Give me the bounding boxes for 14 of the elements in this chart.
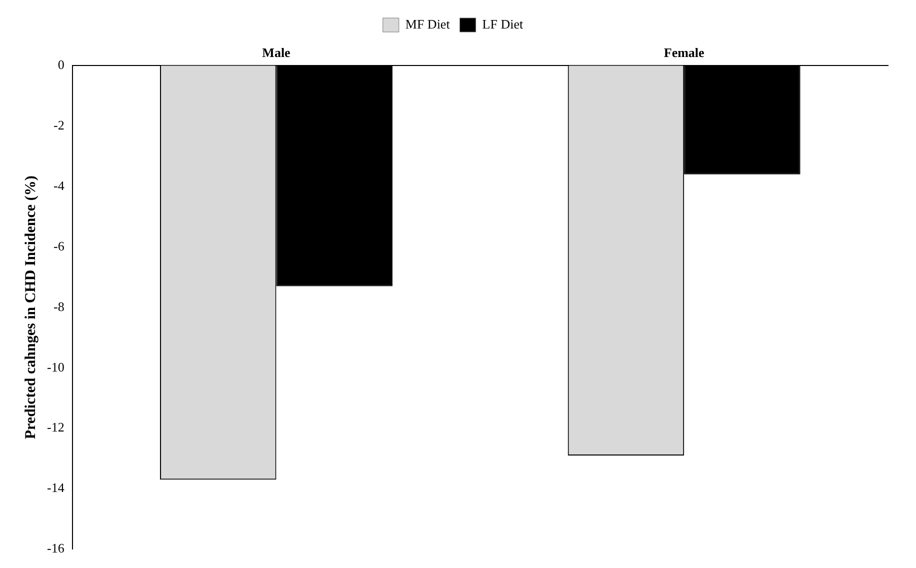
y-tick-label: -8 (53, 298, 64, 314)
y-axis-title: Predicted cahnges in CHD Incidence (%) (22, 176, 39, 440)
y-tick-label: -16 (46, 540, 65, 556)
y-tick-label: -6 (53, 238, 65, 254)
y-tick-label: -4 (53, 178, 65, 193)
legend-label: MF Diet (405, 16, 450, 32)
y-tick-label: -14 (46, 480, 65, 496)
y-tick-label: -2 (53, 117, 64, 132)
x-tick-label: Male (262, 45, 291, 60)
y-tick-label: 0 (58, 57, 64, 72)
y-tick-label: -10 (46, 359, 64, 374)
y-tick-label: -12 (46, 420, 64, 435)
x-tick-label: Female (664, 45, 705, 60)
legend-label: LF Diet (482, 16, 524, 32)
